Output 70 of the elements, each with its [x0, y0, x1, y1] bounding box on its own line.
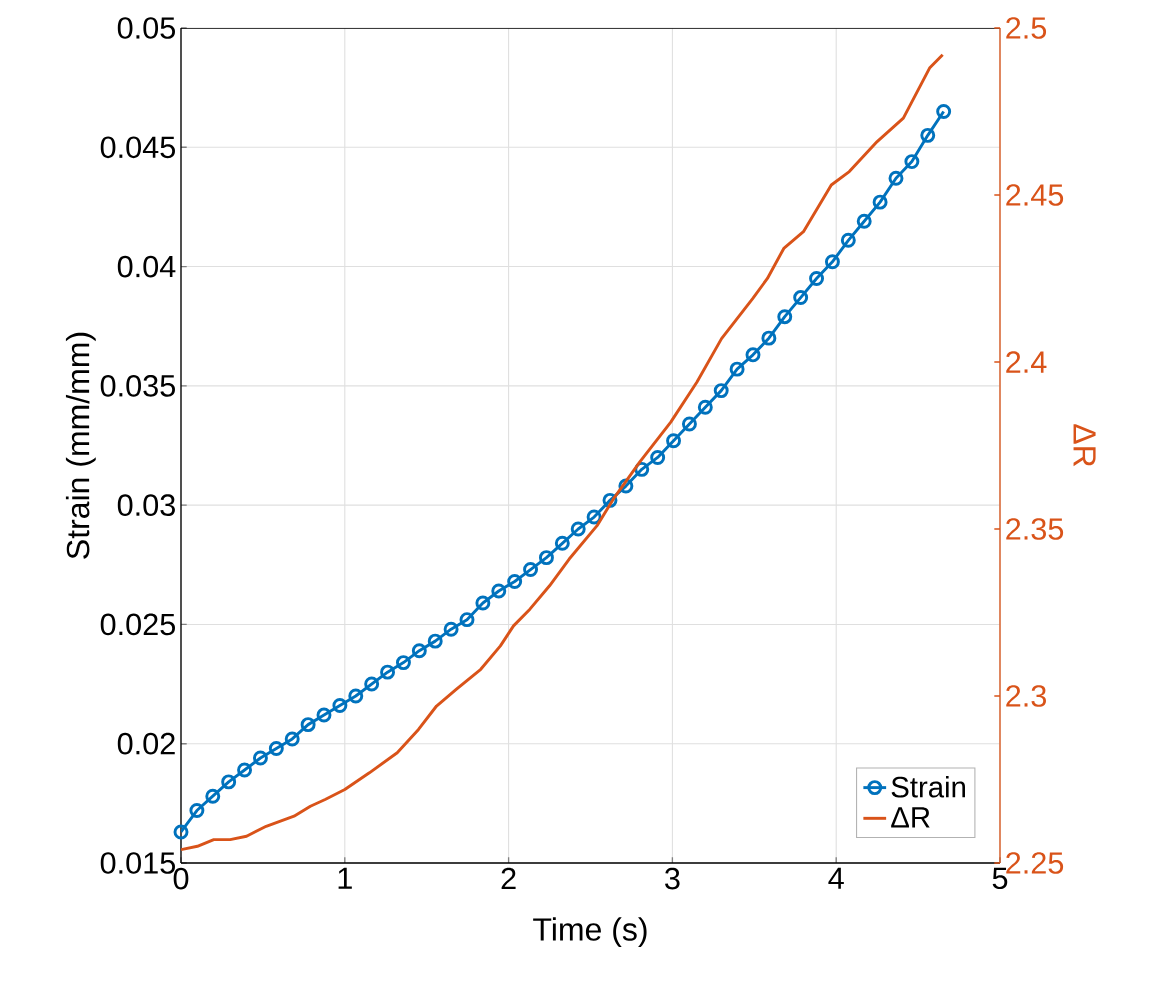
y-tick-label: 0.03: [117, 494, 175, 516]
point: [840, 232, 856, 248]
point: [237, 762, 253, 778]
point: [316, 707, 332, 723]
y-tick-label: 0.025: [100, 613, 175, 636]
y2-tick-label: 2.4: [1006, 351, 1047, 373]
y-tick-label: 0.035: [100, 375, 175, 397]
x-tick-label: 3: [665, 867, 680, 890]
y-tick-label: 0.045: [100, 136, 175, 159]
point: [332, 698, 348, 714]
x-axis-title: Time (s): [533, 917, 647, 948]
legend-label: Strain: [891, 775, 965, 798]
point: [459, 612, 475, 628]
y2-tick-label: 2.25: [1006, 852, 1064, 874]
point: [793, 290, 809, 306]
point: [300, 717, 316, 733]
y-axis-title: Strain (mm/mm): [65, 332, 96, 559]
point: [189, 803, 205, 818]
point: [697, 399, 713, 415]
y-tick-label: 0.04: [117, 255, 176, 278]
point: [761, 330, 777, 346]
point: [268, 741, 284, 756]
point: [364, 676, 380, 692]
point: [523, 562, 539, 578]
y-tick-label: 0.02: [117, 732, 175, 755]
point: [380, 664, 396, 680]
x-tick-label: 2: [501, 867, 516, 890]
point: [554, 535, 570, 551]
y-tick-label: 0.015: [100, 852, 175, 874]
point: [427, 633, 443, 649]
point: [173, 824, 189, 840]
point: [809, 271, 825, 286]
point: [729, 361, 745, 377]
point: [443, 621, 459, 637]
point: [904, 154, 920, 170]
point: [856, 213, 872, 229]
point: [920, 127, 936, 143]
point: [650, 449, 666, 465]
point: [538, 550, 554, 566]
point: [205, 788, 221, 804]
point: [777, 309, 793, 325]
y2-axis-title: ΔR: [1073, 424, 1096, 467]
point: [666, 433, 682, 449]
y2-tick-label: 2.5: [1006, 17, 1047, 39]
point: [491, 583, 507, 599]
y2-tick-label: 2.3: [1006, 685, 1046, 707]
point: [348, 688, 364, 704]
x-tick-label: 5: [992, 867, 1008, 890]
point: [824, 254, 840, 270]
point: [888, 170, 904, 186]
point: [681, 416, 697, 432]
x-tick-label: 4: [828, 867, 844, 889]
y2-tick-label: 2.35: [1006, 518, 1064, 540]
point: [713, 383, 729, 399]
point: [745, 347, 761, 363]
y2-tick-label: 2.45: [1006, 184, 1064, 206]
point: [221, 774, 237, 790]
point: [570, 521, 586, 537]
point: [395, 655, 411, 671]
point: [872, 194, 888, 210]
y-tick-label: 0.05: [117, 17, 175, 39]
point: [507, 574, 523, 589]
x-tick-label: 0: [173, 867, 189, 890]
point: [284, 731, 300, 747]
x-tick-label: 1: [338, 867, 352, 889]
point: [936, 104, 952, 119]
point: [252, 750, 268, 766]
point: [475, 595, 491, 611]
point: [411, 643, 427, 659]
legend-label: ΔR: [891, 807, 930, 828]
